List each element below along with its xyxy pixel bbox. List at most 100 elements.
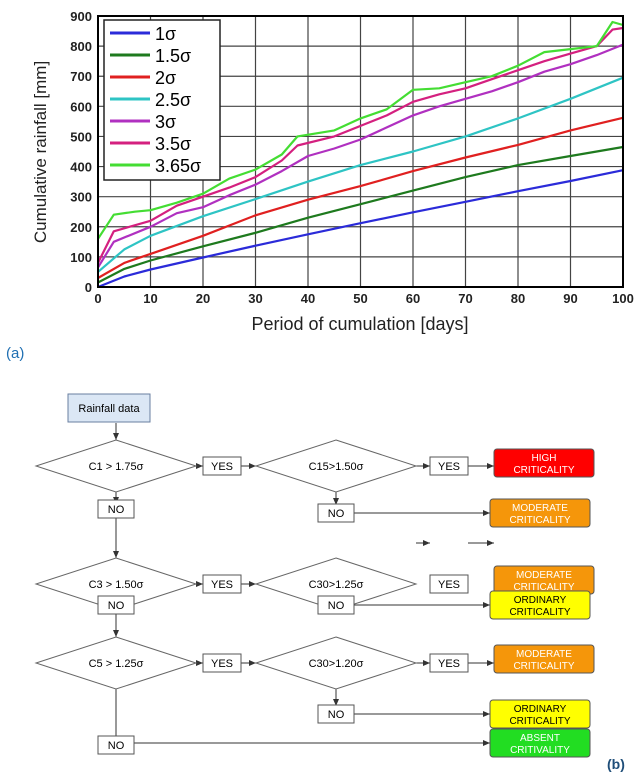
no-box-c30b bbox=[317, 704, 355, 724]
y-tick-label: 100 bbox=[70, 250, 92, 265]
series-line bbox=[97, 116, 624, 279]
series-line bbox=[97, 20, 624, 240]
y-tick-labels: 0 100 200 300 400 500 600 700 800 900 bbox=[70, 9, 92, 295]
no-box-c30a-label: NO bbox=[328, 600, 345, 612]
panel-label-b: (b) bbox=[607, 756, 625, 772]
x-tick-labels: 0 10 20 30 40 50 60 70 80 90 100 bbox=[94, 291, 633, 306]
result-ordinary-1-line1: ORDINARY bbox=[514, 595, 567, 606]
legend-entry: 3σ bbox=[155, 112, 176, 132]
result-moderate-3-line2: CRITICALITY bbox=[513, 661, 574, 672]
legend-entry: 3.65σ bbox=[155, 156, 201, 176]
no-box-row2-label: NO bbox=[108, 600, 125, 612]
x-axis-label: Period of cumulation [days] bbox=[251, 314, 468, 334]
y-tick-label: 500 bbox=[70, 129, 92, 144]
yes-box-c30a bbox=[429, 574, 469, 594]
yes-box-row2 bbox=[202, 574, 242, 594]
legend-entry: 1.5σ bbox=[155, 46, 191, 66]
result-absent-line2: CRITIVALITY bbox=[510, 745, 570, 756]
yes-box-row3 bbox=[202, 653, 242, 673]
result-ordinary-1-line2: CRITICALITY bbox=[509, 607, 570, 618]
no-box-row2 bbox=[97, 595, 135, 615]
result-moderate-1-line1: MODERATE bbox=[512, 503, 568, 514]
legend-entry: 2σ bbox=[155, 68, 176, 88]
result-moderate-1 bbox=[489, 498, 591, 528]
rainfall-chart: 0 10 20 30 40 50 60 70 80 90 100 0 100 200 300 400 500 6… bbox=[31, 9, 634, 334]
no-box-c15 bbox=[317, 503, 355, 523]
x-tick-label: 80 bbox=[511, 291, 525, 306]
rainfall-data-box-label: Rainfall data bbox=[78, 403, 140, 415]
x-tick-label: 60 bbox=[406, 291, 420, 306]
result-high-line2: CRITICALITY bbox=[513, 465, 574, 476]
decision-c30-a-label: C30>1.25σ bbox=[309, 579, 364, 591]
x-tick-label: 50 bbox=[353, 291, 367, 306]
decision-c5 bbox=[34, 636, 198, 690]
no-box-final bbox=[97, 735, 135, 755]
yes-box-row3-label: YES bbox=[211, 658, 233, 670]
y-tick-label: 900 bbox=[70, 9, 92, 24]
result-moderate-3 bbox=[493, 644, 595, 674]
no-box-c30b-label: NO bbox=[328, 709, 345, 721]
result-ordinary-2-line1: ORDINARY bbox=[514, 704, 567, 715]
result-high-line1: HIGH bbox=[532, 453, 557, 464]
x-tick-label: 40 bbox=[301, 291, 315, 306]
decision-c15-label: C15>1.50σ bbox=[309, 461, 364, 473]
panel-label-a: (a) bbox=[6, 345, 25, 362]
x-tick-label: 10 bbox=[143, 291, 157, 306]
no-box-row1-label: NO bbox=[108, 504, 125, 516]
y-tick-label: 300 bbox=[70, 190, 92, 205]
x-tick-label: 0 bbox=[94, 291, 101, 306]
result-ordinary-2 bbox=[489, 699, 591, 729]
result-absent bbox=[489, 728, 591, 758]
yes-box-c15-label: YES bbox=[438, 461, 460, 473]
yes-box-c30b bbox=[429, 653, 469, 673]
decision-c30-b bbox=[254, 636, 418, 690]
series-line bbox=[97, 76, 624, 273]
series-line bbox=[97, 43, 624, 268]
result-absent-line1: ABSENT bbox=[520, 733, 560, 744]
decision-c15 bbox=[254, 439, 418, 493]
y-tick-label: 200 bbox=[70, 220, 92, 235]
no-box-c30a bbox=[317, 595, 355, 615]
series-line bbox=[97, 169, 624, 289]
x-tick-label: 70 bbox=[458, 291, 472, 306]
x-tick-label: 20 bbox=[196, 291, 210, 306]
criticality-flowchart: Rainfall data C1 > 1.75σ C3 > 1.50σ C5 > 1.… bbox=[34, 393, 595, 758]
result-ordinary-1 bbox=[489, 590, 591, 620]
yes-box-row2-label: YES bbox=[211, 579, 233, 591]
y-tick-label: 0 bbox=[85, 280, 92, 295]
series-lines bbox=[97, 20, 624, 289]
no-box-row1 bbox=[97, 499, 135, 519]
result-ordinary-2-line2: CRITICALITY bbox=[509, 716, 570, 727]
decision-c3-label: C3 > 1.50σ bbox=[89, 579, 144, 591]
yes-box-c15 bbox=[429, 456, 469, 476]
decision-c1-label: C1 > 1.75σ bbox=[89, 461, 144, 473]
x-tick-label: 100 bbox=[612, 291, 634, 306]
y-tick-label: 400 bbox=[70, 160, 92, 175]
yes-box-c30a-label: YES bbox=[438, 579, 460, 591]
x-tick-label: 90 bbox=[563, 291, 577, 306]
no-box-c15-label: NO bbox=[328, 508, 345, 520]
legend-entry: 2.5σ bbox=[155, 90, 191, 110]
rainfall-data-box bbox=[67, 393, 151, 423]
x-tick-label: 30 bbox=[248, 291, 262, 306]
decision-c1 bbox=[34, 439, 198, 493]
y-tick-label: 800 bbox=[70, 39, 92, 54]
result-high bbox=[493, 448, 595, 478]
yes-box-row1 bbox=[202, 456, 242, 476]
series-line bbox=[97, 145, 624, 284]
result-moderate-2-line2: CRITICALITY bbox=[513, 582, 574, 593]
result-moderate-2-line1: MODERATE bbox=[516, 570, 572, 581]
y-axis-label: Cumulative rainfall [mm] bbox=[31, 61, 50, 243]
yes-box-c30b-label: YES bbox=[438, 658, 460, 670]
result-moderate-3-line1: MODERATE bbox=[516, 649, 572, 660]
plot-frame bbox=[97, 15, 624, 288]
flow-nodes: Rainfall data C1 > 1.75σ C3 > 1.50σ C5 > 1.… bbox=[34, 393, 595, 758]
y-tick-label: 600 bbox=[70, 99, 92, 114]
series-line bbox=[97, 26, 624, 264]
decision-c5-label: C5 > 1.25σ bbox=[89, 658, 144, 670]
result-moderate-1-line2: CRITICALITY bbox=[509, 515, 570, 526]
decision-c30-b-label: C30>1.20σ bbox=[309, 658, 364, 670]
y-tick-label: 700 bbox=[70, 69, 92, 84]
yes-box-row1-label: YES bbox=[211, 461, 233, 473]
